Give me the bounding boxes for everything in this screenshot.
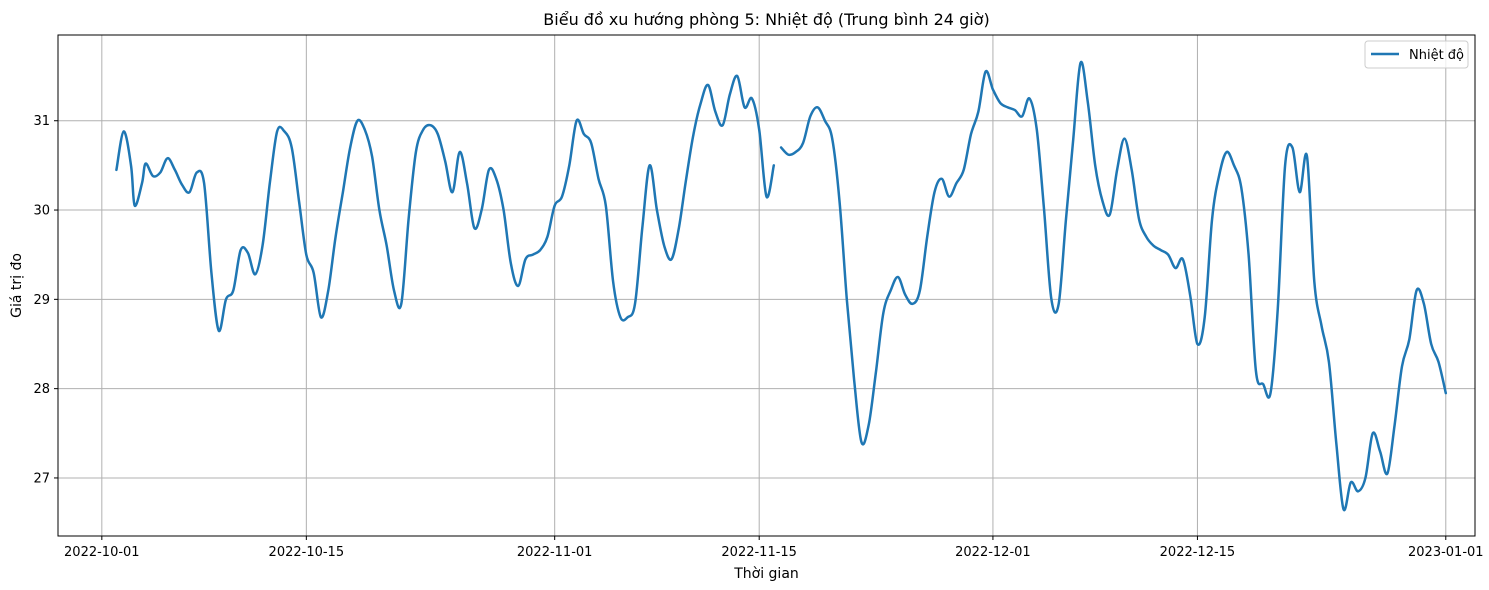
plot-area <box>58 35 1475 536</box>
y-tick-label: 27 <box>33 471 50 486</box>
x-axis: 2022-10-01 2022-10-15 2022-11-01 2022-11-15… <box>64 536 1484 560</box>
y-axis-title: Giá trị đo <box>9 253 25 318</box>
x-tick-label: 2023-01-01 <box>1408 545 1484 560</box>
y-tick-label: 30 <box>33 204 50 219</box>
x-tick-label: 2022-11-15 <box>721 545 797 560</box>
x-tick-label: 2022-12-15 <box>1160 545 1236 560</box>
series-layer <box>115 60 1448 512</box>
y-axis: 27 28 29 30 31 <box>33 114 58 486</box>
series-line <box>779 60 1448 512</box>
series-line <box>115 74 776 333</box>
y-tick-label: 29 <box>33 293 50 308</box>
x-tick-label: 2022-10-01 <box>64 545 140 560</box>
legend-label: Nhiệt độ <box>1409 48 1464 63</box>
legend: Nhiệt độ <box>1364 40 1469 69</box>
plot-frame <box>57 34 1476 537</box>
x-axis-title: Thời gian <box>733 566 799 582</box>
grid-lines <box>58 35 1475 536</box>
y-tick-label: 28 <box>33 382 50 397</box>
legend-box <box>1364 40 1469 69</box>
x-tick-label: 2022-10-15 <box>269 545 345 560</box>
x-tick-label: 2022-11-01 <box>517 545 593 560</box>
chart-title: Biểu đồ xu hướng phòng 5: Nhiệt độ (Trun… <box>543 10 989 29</box>
y-tick-label: 31 <box>33 114 50 129</box>
x-tick-label: 2022-12-01 <box>955 545 1031 560</box>
